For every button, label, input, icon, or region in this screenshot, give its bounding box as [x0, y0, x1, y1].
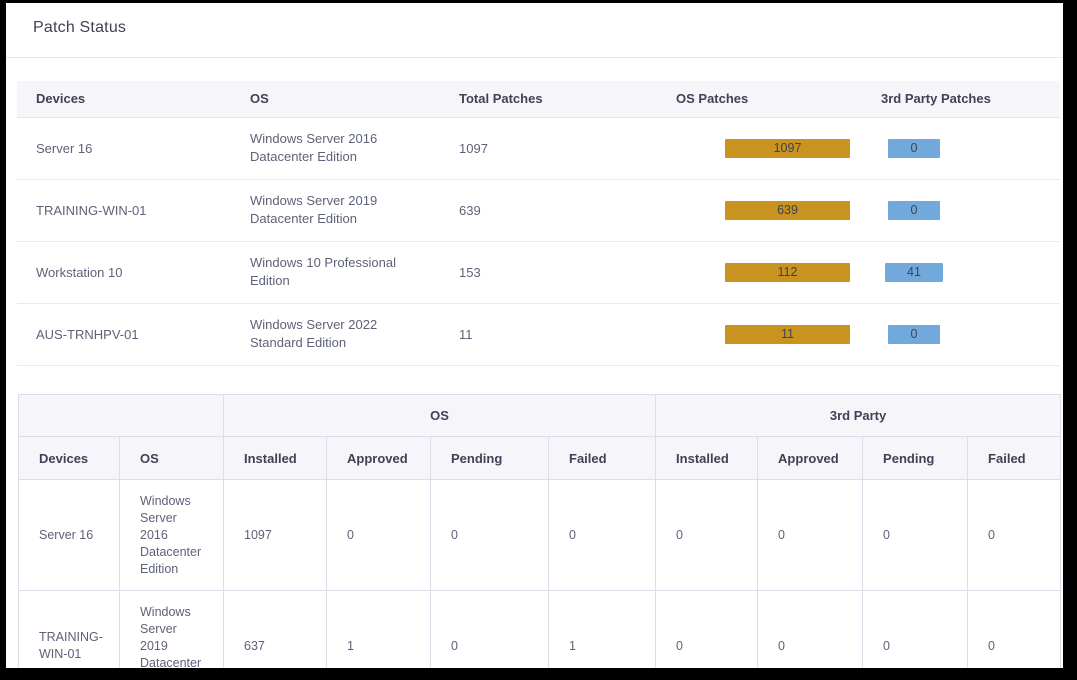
os-patches-cell: 639	[657, 179, 862, 242]
summary-header-os-patches: OS Patches	[657, 81, 862, 118]
summary-row: AUS-TRNHPV-01 Windows Server 2022 Standa…	[17, 303, 1060, 366]
title-divider	[6, 57, 1063, 58]
detail-group-header-row: OS 3rd Party	[18, 394, 1062, 437]
detail-header-os-pending: Pending	[430, 436, 549, 480]
os-approved-value: 1	[326, 590, 431, 668]
detail-header-tp-approved: Approved	[757, 436, 864, 480]
detail-header-os-failed: Failed	[547, 436, 657, 480]
device-name: Server 16	[18, 479, 120, 591]
patch-detail-table: OS 3rd Party Devices OS Installed Approv…	[18, 394, 1062, 669]
third-party-patches-cell: 0	[862, 179, 1060, 242]
device-os: Windows Server 2022 Standard Edition	[231, 303, 440, 366]
third-party-patches-cell: 0	[862, 117, 1060, 180]
os-pending-value: 0	[430, 479, 549, 591]
device-os-text: Windows Server 2016 Datacenter Edition	[140, 493, 202, 576]
os-patches-cell: 112	[657, 241, 862, 304]
patch-summary-table: Devices OS Total Patches OS Patches 3rd …	[17, 81, 1060, 366]
tp-installed-value: 0	[655, 479, 759, 591]
detail-row: Server 16 Windows Server 2016 Datacenter…	[18, 479, 1062, 591]
os-patches-bar: 639	[725, 200, 850, 220]
detail-group-os: OS	[222, 394, 657, 437]
total-patches-value: 639	[440, 179, 657, 242]
summary-header-devices: Devices	[17, 81, 231, 118]
third-party-patches-cell: 0	[862, 303, 1060, 366]
detail-header-os-approved: Approved	[326, 436, 431, 480]
device-os: Windows Server 2019 Datacenter Edition	[231, 179, 440, 242]
summary-row: Workstation 10 Windows 10 Professional E…	[17, 241, 1060, 304]
device-name: Server 16	[17, 117, 231, 180]
tp-pending-value: 0	[862, 590, 969, 668]
detail-column-header-row: Devices OS Installed Approved Pending Fa…	[18, 436, 1062, 480]
third-party-patches-bar: 0	[888, 324, 940, 344]
device-os: Windows Server 2016 Datacenter Edition	[231, 117, 440, 180]
total-patches-value: 153	[440, 241, 657, 304]
os-installed-value: 1097	[223, 479, 327, 591]
device-name: TRAINING-WIN-01	[18, 590, 120, 668]
summary-header-total-patches: Total Patches	[440, 81, 657, 118]
os-pending-value: 0	[430, 590, 549, 668]
device-os: Windows Server 2019 Datacenter Edition	[119, 590, 224, 669]
detail-header-tp-failed: Failed	[967, 436, 1062, 480]
device-os: Windows Server 2016 Datacenter Edition	[119, 479, 224, 591]
page-title: Patch Status	[33, 19, 127, 36]
device-os-text: Windows Server 2016 Datacenter Edition	[250, 131, 378, 164]
device-os-text: Windows Server 2019 Datacenter Edition	[250, 193, 378, 226]
detail-group-third-party: 3rd Party	[655, 394, 1062, 437]
summary-header-row: Devices OS Total Patches OS Patches 3rd …	[17, 81, 1060, 118]
device-name: AUS-TRNHPV-01	[17, 303, 231, 366]
detail-header-tp-installed: Installed	[655, 436, 759, 480]
device-os-text: Windows Server 2022 Standard Edition	[250, 317, 378, 350]
total-patches-value: 1097	[440, 117, 657, 180]
detail-group-empty	[18, 394, 224, 437]
summary-header-os: OS	[231, 81, 440, 118]
detail-header-devices: Devices	[18, 436, 120, 480]
detail-header-os-installed: Installed	[223, 436, 327, 480]
os-failed-value: 1	[547, 590, 657, 668]
tp-pending-value: 0	[862, 479, 969, 591]
os-patches-cell: 1097	[657, 117, 862, 180]
os-patches-cell: 11	[657, 303, 862, 366]
os-approved-value: 0	[326, 479, 431, 591]
os-failed-value: 0	[547, 479, 657, 591]
summary-header-third-party-patches: 3rd Party Patches	[862, 81, 1060, 118]
device-name-text: TRAINING-WIN-01	[39, 630, 103, 661]
device-os-text: Windows Server 2019 Datacenter Edition	[140, 604, 202, 669]
device-name: TRAINING-WIN-01	[17, 179, 231, 242]
tp-failed-value: 0	[967, 479, 1062, 591]
detail-row: TRAINING-WIN-01 Windows Server 2019 Data…	[18, 590, 1062, 669]
detail-header-os: OS	[119, 436, 224, 480]
third-party-patches-cell: 41	[862, 241, 1060, 304]
os-patches-bar: 1097	[725, 138, 850, 158]
patch-status-page: Patch Status Devices OS Total Patches OS…	[6, 3, 1063, 668]
summary-row: Server 16 Windows Server 2016 Datacenter…	[17, 117, 1060, 180]
total-patches-value: 11	[440, 303, 657, 366]
os-patches-bar: 11	[725, 324, 850, 344]
os-installed-value: 637	[223, 590, 327, 668]
third-party-patches-bar: 0	[888, 138, 940, 158]
device-os: Windows 10 Professional Edition	[231, 241, 440, 304]
tp-approved-value: 0	[757, 590, 864, 668]
device-name-text: Server 16	[39, 527, 94, 542]
device-os-text: Windows 10 Professional Edition	[250, 255, 396, 288]
device-name: Workstation 10	[17, 241, 231, 304]
summary-row: TRAINING-WIN-01 Windows Server 2019 Data…	[17, 179, 1060, 242]
tp-approved-value: 0	[757, 479, 864, 591]
os-patches-bar: 112	[725, 262, 850, 282]
detail-header-tp-pending: Pending	[862, 436, 969, 480]
tp-failed-value: 0	[967, 590, 1062, 668]
tp-installed-value: 0	[655, 590, 759, 668]
third-party-patches-bar: 41	[885, 262, 943, 282]
third-party-patches-bar: 0	[888, 200, 940, 220]
